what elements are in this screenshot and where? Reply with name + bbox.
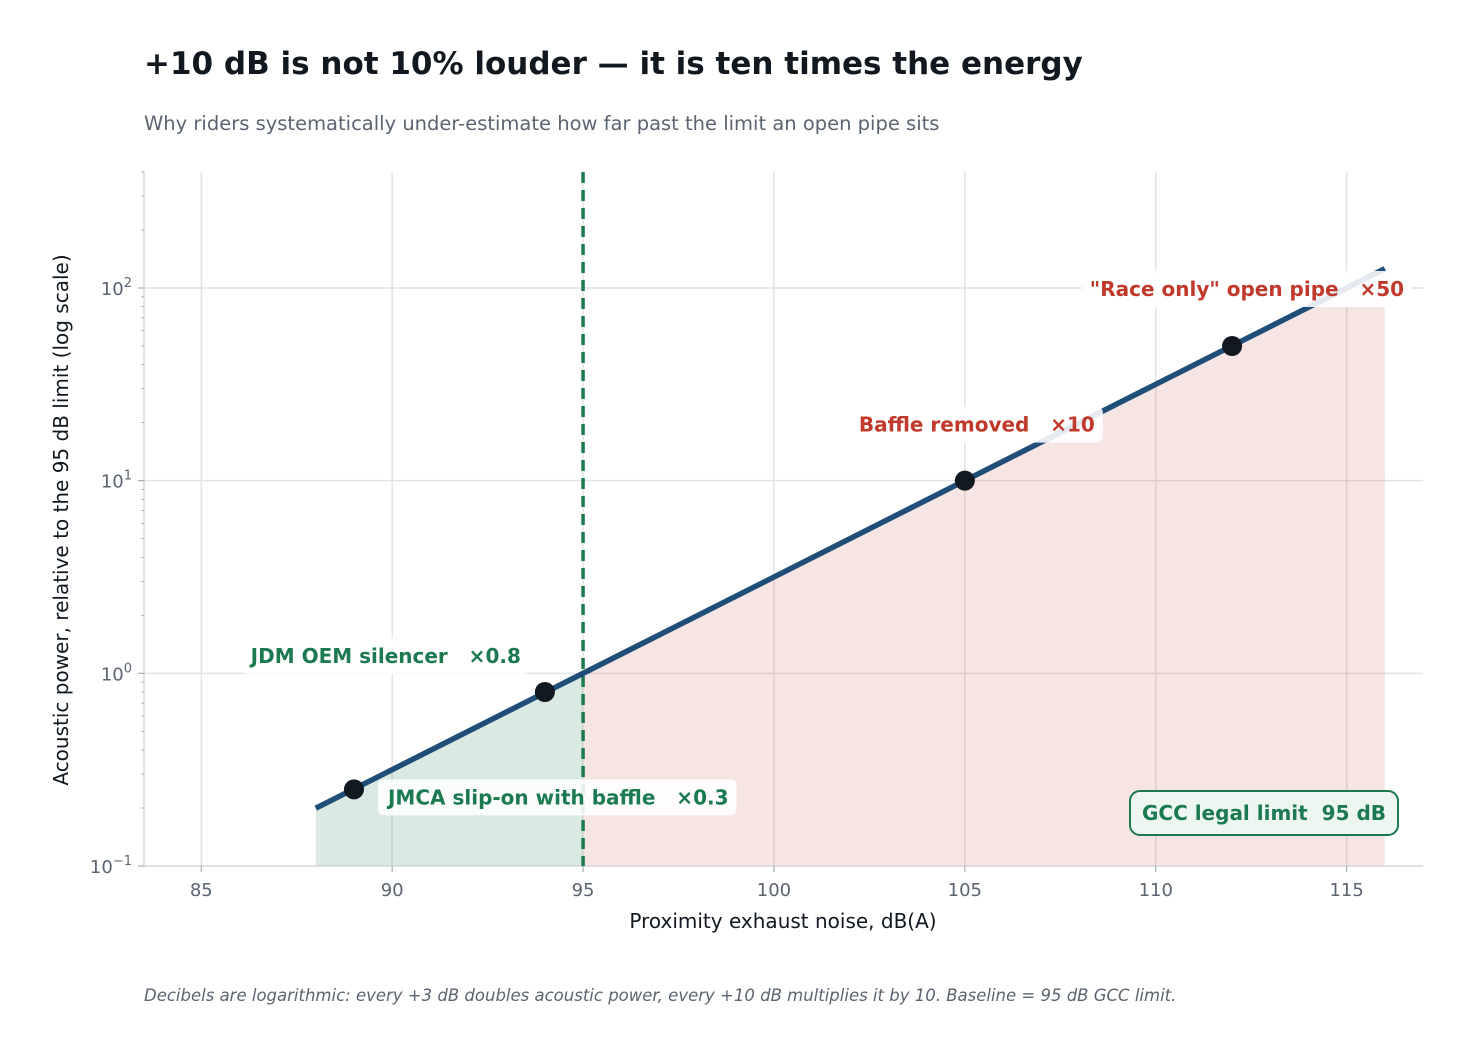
series [314, 172, 1387, 866]
x-tick-label: 90 [381, 880, 404, 901]
illegal-zone-fill [583, 268, 1385, 866]
legal-limit-label: GCC legal limit 95 dB [1142, 801, 1386, 825]
y-tick-label: 102 [101, 276, 132, 300]
chart-title: +10 dB is not 10% louder — it is ten tim… [144, 46, 1083, 82]
chart-subtitle: Why riders systematically under-estimate… [144, 112, 940, 135]
data-point [1222, 335, 1243, 356]
annotation-box [1081, 270, 1413, 307]
legal-limit-label-box [1128, 790, 1400, 836]
data-point [343, 779, 364, 800]
x-tick-label: 100 [757, 880, 791, 901]
annotation-box [850, 406, 1103, 443]
annotations: JMCA slip-on with baffle ×0.3 JDM OEM sil… [240, 270, 1413, 836]
data-point [534, 682, 555, 703]
annotation-box [377, 779, 737, 816]
point-label: JMCA slip-on with baffle ×0.3 [386, 785, 729, 809]
annotation-box [240, 638, 529, 675]
x-axis-label: Proximity exhaust noise, dB(A) [629, 909, 936, 933]
x-tick-label: 115 [1329, 880, 1363, 901]
x-tick-label: 95 [572, 880, 595, 901]
footnote: Decibels are logarithmic: every +3 dB do… [144, 986, 1177, 1005]
grid [144, 172, 1423, 866]
x-tick-label: 110 [1139, 880, 1173, 901]
axes: 85 90 95 100 105 110 115 10−1 100 101 102 [90, 171, 1423, 901]
y-axis-label: Acoustic power, relative to the 95 dB li… [49, 254, 73, 785]
y-tick-label: 10−1 [90, 854, 132, 878]
zone-fills [315, 268, 1385, 866]
legal-zone-fill [315, 673, 584, 866]
point-label: JDM OEM silencer ×0.8 [249, 644, 521, 668]
x-tick-label: 85 [190, 880, 213, 901]
data-points [343, 335, 1243, 800]
power-curve-line [314, 266, 1387, 811]
data-point [954, 470, 975, 491]
point-label: "Race only" open pipe ×50 [1090, 277, 1404, 301]
y-tick-label: 101 [101, 469, 132, 493]
x-tick-label: 105 [948, 880, 982, 901]
y-tick-label: 100 [101, 661, 132, 685]
point-label: Baffle removed ×10 [859, 413, 1095, 437]
